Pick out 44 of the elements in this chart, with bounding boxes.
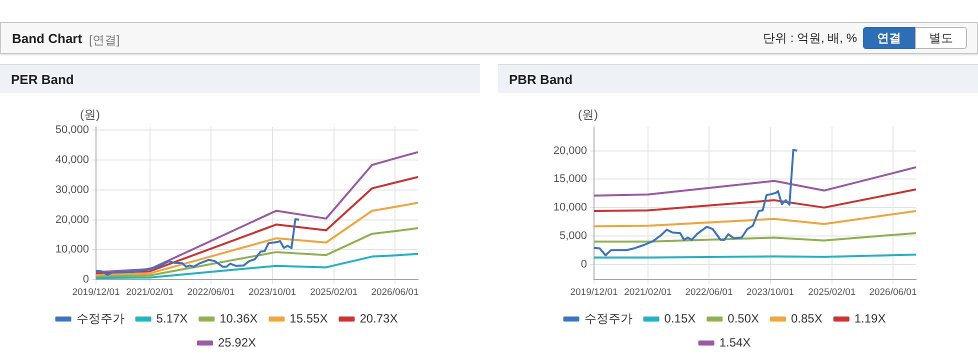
x-tick-label: 2019/12/01 <box>570 286 618 298</box>
legend-label: 25.92X <box>218 335 256 350</box>
legend-label: 1.19X <box>854 311 886 326</box>
x-tick-label: 2026/06/01 <box>371 286 419 298</box>
text: 단위 : 억원, 배, % <box>762 30 857 46</box>
legend-label: 5.17X <box>156 311 188 326</box>
y-tick-label: 30,000 <box>55 184 89 196</box>
x-tick-label: 2021/02/01 <box>126 286 174 298</box>
x-tick-label: 2021/02/01 <box>624 286 672 298</box>
legend-label: 0.15X <box>664 311 696 326</box>
x-tick-label: 2025/02/01 <box>310 286 358 298</box>
y-tick-label: 50,000 <box>55 124 89 136</box>
legend-label: 20.73X <box>360 311 398 326</box>
chart-title: PER Band <box>11 72 74 87</box>
x-tick-label: 2023/10/01 <box>248 286 296 298</box>
x-tick-label: 2022/06/01 <box>187 286 235 298</box>
legend-label: 수정주가 <box>76 311 124 326</box>
y-tick-label: 20,000 <box>553 144 587 157</box>
x-tick-label: 2026/06/01 <box>869 286 917 298</box>
text: 연결 <box>863 27 915 49</box>
x-tick-label: 2023/10/01 <box>746 286 794 298</box>
legend-label: 10.36X <box>220 311 258 326</box>
chart-title: PBR Band <box>509 72 573 87</box>
y-tick-label: 5,000 <box>559 230 587 242</box>
y-tick-label: 10,000 <box>55 244 89 256</box>
legend-label: 1.54X <box>719 335 751 350</box>
x-tick-label: 2019/12/01 <box>72 286 120 298</box>
y-tick-label: 0 <box>580 258 587 270</box>
y-tick-label: 15,000 <box>553 173 587 186</box>
text: [연결] <box>89 32 120 49</box>
y-tick-label: 20,000 <box>55 214 89 226</box>
text: 별도 <box>915 27 967 49</box>
y-tick-label: 10,000 <box>553 202 587 214</box>
x-tick-label: 2022/06/01 <box>685 286 733 298</box>
y-tick-label: 40,000 <box>55 154 89 166</box>
y-axis-title: (원) <box>80 107 100 122</box>
text: Band Chart <box>12 31 82 46</box>
y-tick-label: 0 <box>82 274 89 286</box>
legend-label: 수정주가 <box>584 311 632 326</box>
legend-label: 15.55X <box>290 311 328 326</box>
x-tick-label: 2025/02/01 <box>808 286 856 298</box>
y-axis-title: (원) <box>578 107 598 122</box>
legend-label: 0.85X <box>791 311 822 326</box>
legend-label: 0.50X <box>728 311 759 326</box>
